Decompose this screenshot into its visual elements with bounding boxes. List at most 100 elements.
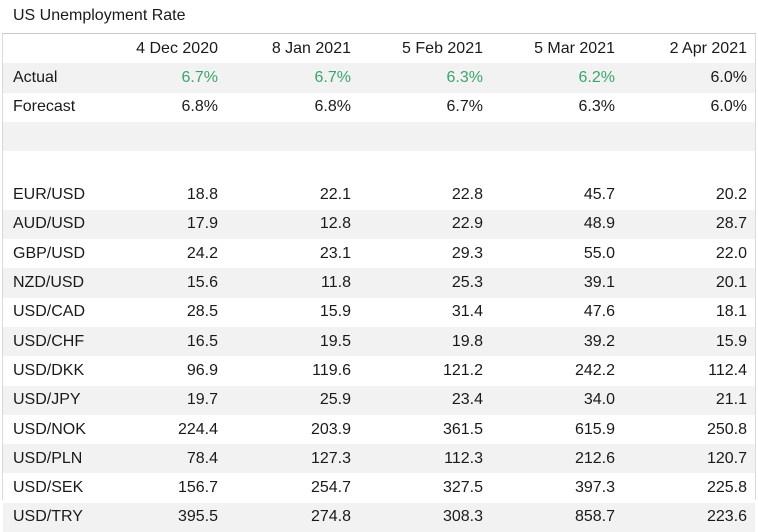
table-cell: 39.2: [583, 332, 615, 350]
row-label: USD/NOK: [13, 420, 86, 438]
header-cell: 8 Jan 2021: [271, 39, 351, 57]
header-row: 4 Dec 2020 8 Jan 2021 5 Feb 2021 5 Mar 2…: [3, 34, 755, 64]
table-cell: 121.2: [442, 361, 483, 379]
spacer-row: [3, 121, 755, 152]
table-cell: 21.1: [715, 391, 747, 409]
table-row: USD/CAD 28.5 15.9 31.4 47.6 18.1: [3, 298, 755, 327]
table-cell: 55.0: [583, 244, 615, 262]
row-label: USD/CAD: [13, 303, 86, 321]
header-cell: 2 Apr 2021: [669, 39, 747, 57]
table-cell: 28.7: [715, 215, 747, 233]
table-row: USD/NOK 224.4 203.9 361.5 615.9 250.8: [3, 415, 755, 444]
table-cell: 25.9: [319, 391, 351, 409]
table-cell: 17.9: [186, 215, 218, 233]
table-cell: 15.9: [319, 303, 351, 321]
table-cell: 31.4: [451, 303, 483, 321]
table-row: NZD/USD 15.6 11.8 25.3 39.1 20.1: [3, 268, 755, 298]
table-cell: 20.1: [715, 274, 747, 292]
row-label: NZD/USD: [13, 274, 85, 292]
table-cell: 203.9: [310, 420, 351, 438]
table-cell: 858.7: [574, 508, 615, 526]
table-cell: 96.9: [186, 361, 218, 379]
actual-value: 6.7%: [181, 68, 218, 86]
row-label: USD/SEK: [13, 479, 84, 497]
table-cell: 19.7: [186, 391, 218, 409]
forecast-value: 6.0%: [710, 98, 747, 116]
header-cell: 5 Feb 2021: [402, 39, 483, 57]
table-cell: 23.4: [451, 391, 483, 409]
actual-value: 6.3%: [446, 68, 483, 86]
table-cell: 39.1: [583, 274, 615, 292]
row-label: EUR/USD: [13, 186, 86, 204]
table-cell: 395.5: [177, 508, 218, 526]
table-cell: 20.2: [715, 186, 747, 204]
table-row: AUD/USD 17.9 12.8 22.9 48.9 28.7: [3, 209, 755, 240]
table-cell: 119.6: [312, 361, 351, 379]
actual-value: 6.2%: [578, 68, 615, 86]
table-cell: 327.5: [442, 479, 483, 497]
forecast-value: 6.8%: [181, 98, 218, 116]
table-cell: 361.5: [442, 420, 483, 438]
row-label: AUD/USD: [13, 215, 86, 233]
table-cell: 19.8: [451, 332, 483, 350]
table-cell: 24.2: [186, 244, 218, 262]
table-cell: 16.5: [186, 332, 218, 350]
table-cell: 25.3: [451, 274, 483, 292]
table-cell: 22.9: [451, 215, 483, 233]
table-row: EUR/USD 18.8 22.1 22.8 45.7 20.2: [3, 180, 755, 209]
table-cell: 224.4: [177, 420, 218, 438]
table-row: USD/SEK 156.7 254.7 327.5 397.3 225.8: [3, 473, 755, 502]
row-label: Forecast: [13, 98, 76, 116]
table-title: US Unemployment Rate: [13, 7, 186, 24]
row-label: USD/CHF: [13, 332, 85, 350]
table-cell: 274.8: [310, 508, 351, 526]
table-cell: 47.6: [583, 303, 615, 321]
table-cell: 242.2: [574, 361, 615, 379]
table-cell: 22.1: [319, 186, 351, 204]
table-cell: 78.4: [186, 449, 218, 467]
table-cell: 15.6: [186, 274, 218, 292]
table-cell: 112.3: [444, 449, 483, 467]
table-cell: 223.6: [706, 508, 747, 526]
table-cell: 34.0: [583, 391, 615, 409]
table-cell: 127.3: [310, 449, 351, 467]
table-cell: 397.3: [574, 479, 615, 497]
forecast-row: Forecast 6.8% 6.8% 6.7% 6.3% 6.0%: [3, 93, 755, 122]
table-cell: 45.7: [583, 186, 615, 204]
table-cell: 225.8: [706, 479, 747, 497]
table-row: GBP/USD 24.2 23.1 29.3 55.0 22.0: [3, 239, 755, 268]
table-cell: 18.8: [186, 186, 218, 204]
table-cell: 254.7: [310, 479, 351, 497]
header-cell: 4 Dec 2020: [136, 39, 218, 57]
table-cell: 308.3: [442, 508, 483, 526]
table-cell: 15.9: [715, 332, 747, 350]
table-cell: 18.1: [715, 303, 747, 321]
forecast-value: 6.8%: [314, 98, 351, 116]
actual-row: Actual 6.7% 6.7% 6.3% 6.2% 6.0%: [3, 63, 755, 93]
table-cell: 19.5: [319, 332, 351, 350]
row-label: USD/DKK: [13, 361, 85, 379]
table-cell: 615.9: [574, 420, 615, 438]
table-cell: 23.1: [319, 244, 351, 262]
table-row: USD/PLN 78.4 127.3 112.3 212.6 120.7: [3, 444, 755, 474]
table-cell: 11.8: [321, 274, 351, 292]
row-label: GBP/USD: [13, 244, 86, 262]
table-cell: 112.4: [708, 361, 747, 379]
row-label: Actual: [13, 68, 58, 86]
row-label: USD/PLN: [13, 449, 83, 467]
table-cell: 120.7: [706, 449, 747, 467]
table-row: USD/TRY 395.5 274.8 308.3 858.7 223.6: [3, 502, 755, 532]
table-cell: 48.9: [583, 215, 615, 233]
table-cell: 29.3: [451, 244, 483, 262]
table-cell: 156.7: [177, 479, 218, 497]
table-cell: 250.8: [706, 420, 747, 438]
table-cell: 22.8: [451, 186, 483, 204]
row-label: USD/JPY: [13, 391, 81, 409]
table-cell: 12.8: [319, 215, 351, 233]
forecast-value: 6.3%: [578, 98, 615, 116]
spacer-row: [3, 151, 755, 180]
table-row: USD/CHF 16.5 19.5 19.8 39.2 15.9: [3, 326, 755, 357]
table-row: USD/DKK 96.9 119.6 121.2 242.2 112.4: [3, 356, 755, 385]
header-cell: 5 Mar 2021: [534, 39, 615, 57]
unemployment-table: 4 Dec 2020 8 Jan 2021 5 Feb 2021 5 Mar 2…: [2, 33, 756, 532]
